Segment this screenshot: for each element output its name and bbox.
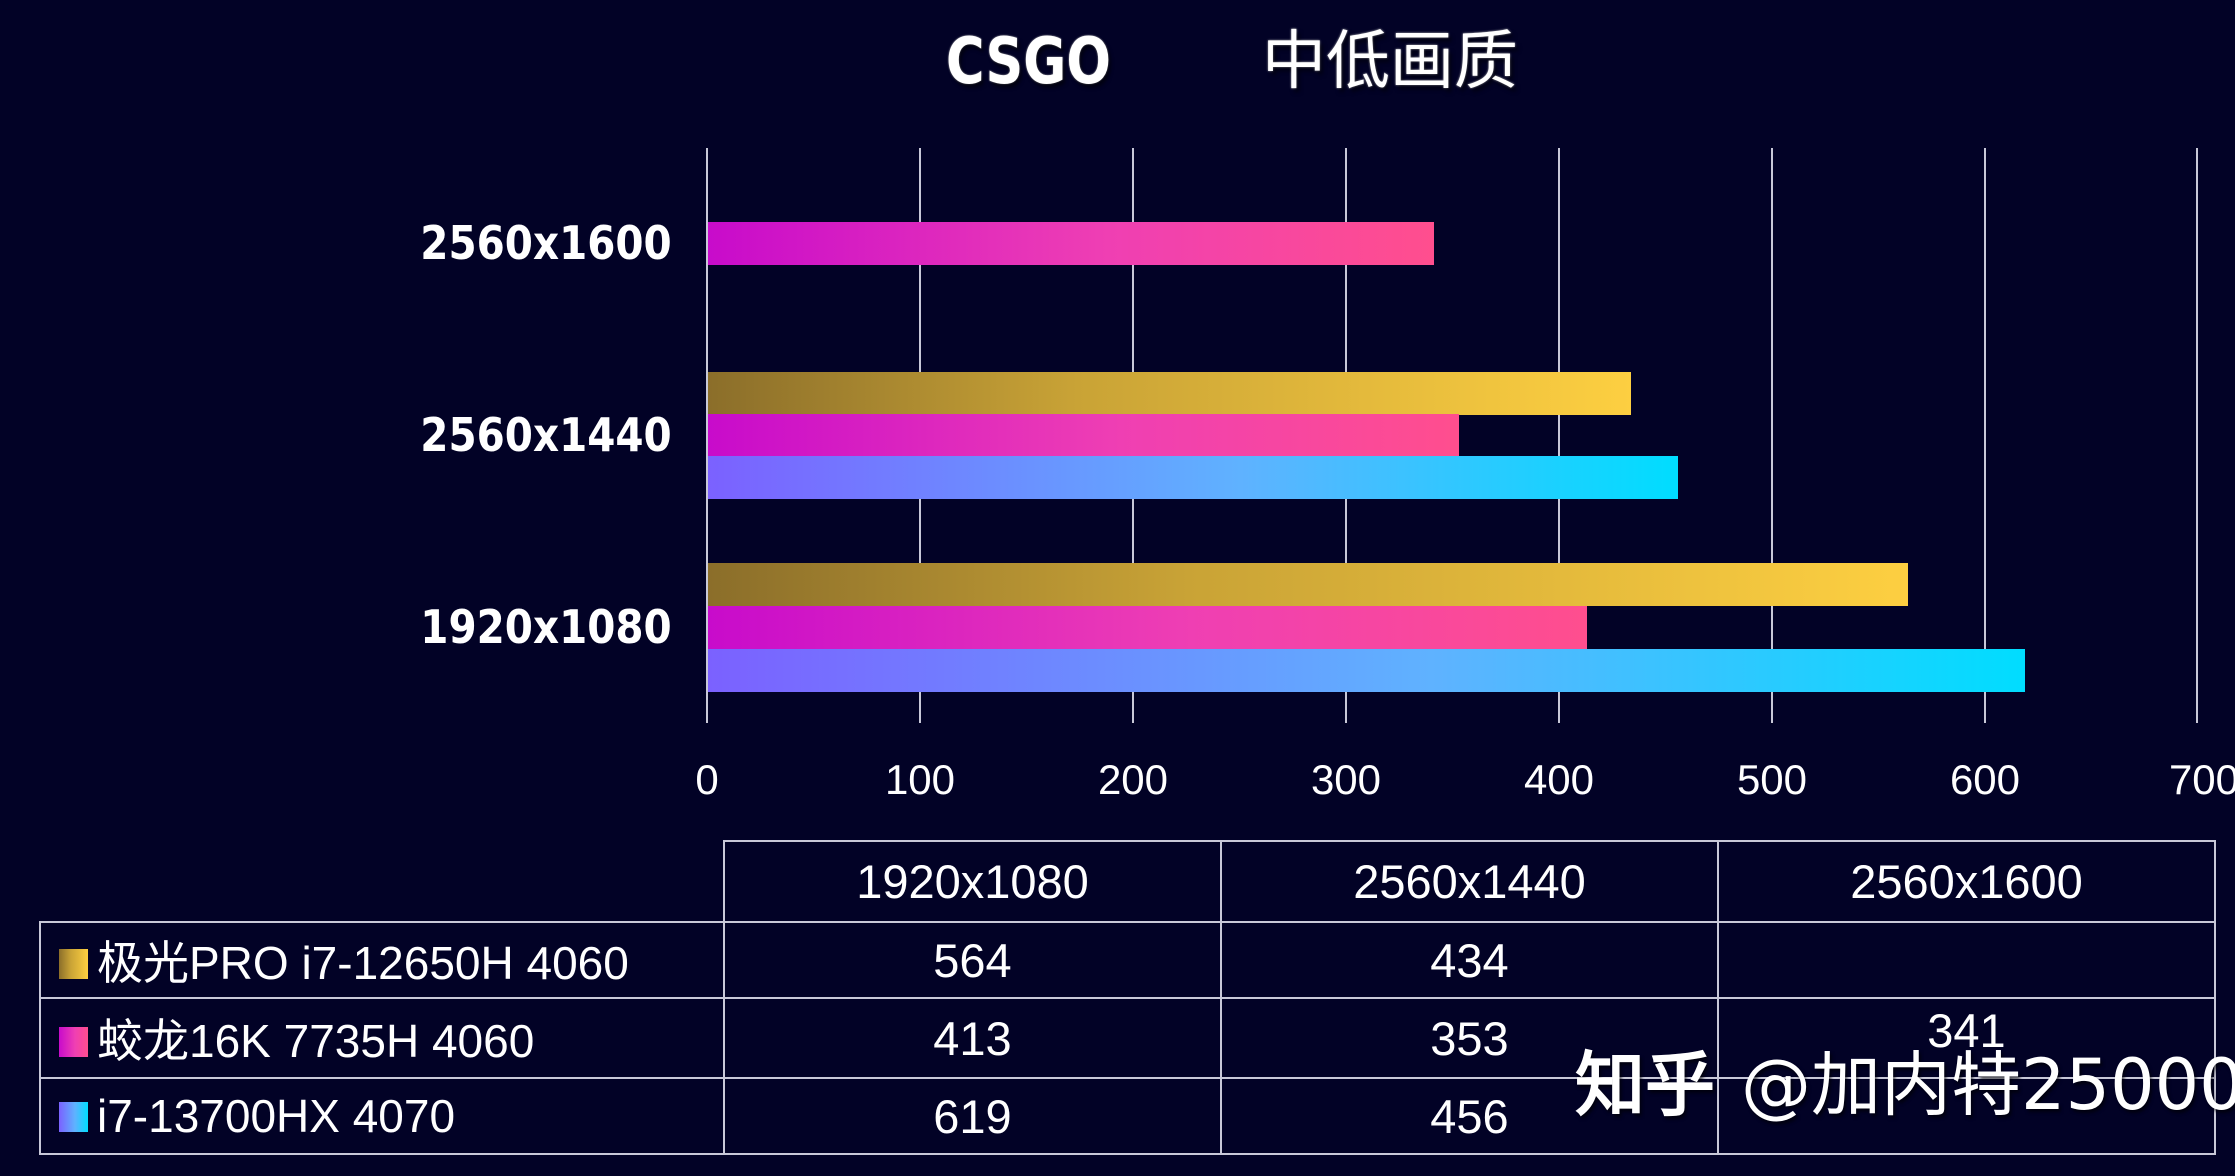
gridline-0 (706, 148, 708, 723)
chart-title-game: CSGO (946, 25, 1111, 99)
bar-i7-13700hx-2560x1440 (708, 456, 1678, 499)
table-cell: 434 (1220, 921, 1719, 999)
x-tick-label: 200 (1097, 756, 1169, 803)
chart-title-quality: 中低画质 (1262, 25, 1518, 99)
x-tick-label: 700 (2168, 756, 2235, 803)
x-tick-label: 300 (1310, 756, 1382, 803)
legend-entry-jiaolong: 蛟龙16K 7735H 4060 (39, 997, 725, 1079)
series-label: 蛟龙16K 7735H 4060 (97, 1015, 535, 1067)
watermark-author: @加内特25000 (1741, 1044, 2235, 1126)
x-tick-label: 100 (884, 756, 956, 803)
bar-jiguang-1920x1080 (708, 563, 1908, 606)
category-label: 2560x1440 (420, 408, 672, 462)
gridline-600 (1984, 148, 1986, 723)
table-cell (1717, 1077, 2216, 1155)
table-cell: 619 (723, 1077, 1222, 1155)
legend-swatch-blue (59, 1101, 88, 1132)
table-cell: 564 (723, 921, 1222, 999)
gridline-500 (1771, 148, 1773, 723)
gridline-400 (1558, 148, 1560, 723)
table-cell (1717, 921, 2216, 999)
bar-jiaolong-2560x1600 (708, 222, 1434, 265)
legend-swatch-magenta (59, 1026, 88, 1057)
x-tick-label: 600 (1949, 756, 2021, 803)
table-cell: 341 (1717, 997, 2216, 1079)
x-tick-label: 0 (695, 756, 719, 803)
x-tick-label: 500 (1736, 756, 1808, 803)
x-tick-label: 400 (1523, 756, 1595, 803)
table-cell: 456 (1220, 1077, 1719, 1155)
table-cell: 353 (1220, 997, 1719, 1079)
table-row: 极光PRO i7-12650H 4060 564 434 (39, 921, 2216, 999)
gridline-700 (2196, 148, 2198, 723)
table-header: 2560x1440 (1220, 840, 1719, 923)
bar-jiaolong-1920x1080 (708, 606, 1587, 649)
bar-i7-13700hx-1920x1080 (708, 649, 2025, 692)
category-label: 2560x1600 (420, 216, 672, 270)
table-corner (40, 841, 725, 923)
table-row: 蛟龙16K 7735H 4060 413 353 341 (39, 997, 2216, 1079)
table-header: 2560x1600 (1717, 840, 2216, 923)
watermark: 知乎 @加内特25000 (1575, 1040, 2235, 1130)
legend-swatch-gold (59, 948, 88, 979)
data-table: 1920x1080 2560x1440 2560x1600 极光PRO i7-1… (39, 840, 2216, 1155)
category-label: 1920x1080 (420, 600, 672, 654)
series-label: i7-13700HX 4070 (97, 1090, 456, 1142)
legend-entry-i7-13700hx: i7-13700HX 4070 (39, 1077, 725, 1155)
table-header: 1920x1080 (723, 840, 1222, 923)
bar-jiaolong-2560x1440 (708, 414, 1459, 457)
table-row: i7-13700HX 4070 619 456 (39, 1077, 2216, 1155)
table-header-row: 1920x1080 2560x1440 2560x1600 (40, 840, 2216, 923)
series-label: 极光PRO i7-12650H 4060 (97, 937, 629, 989)
table-cell: 413 (723, 997, 1222, 1079)
bar-jiguang-2560x1440 (708, 372, 1631, 415)
legend-entry-jiguang: 极光PRO i7-12650H 4060 (39, 921, 725, 999)
watermark-site: 知乎 (1575, 1044, 1715, 1126)
